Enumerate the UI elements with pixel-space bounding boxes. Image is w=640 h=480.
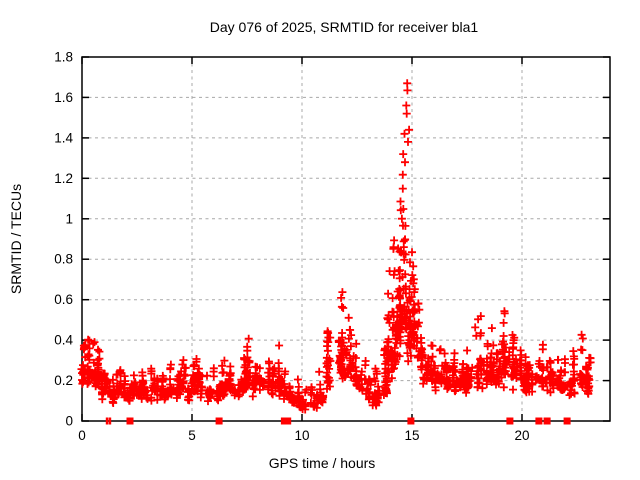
zero-value-markers (105, 417, 571, 425)
x-tick-labels: 0 5 10 15 20 (78, 428, 529, 443)
svg-text:1.4: 1.4 (54, 130, 73, 145)
svg-text:15: 15 (404, 428, 419, 443)
svg-text:1.6: 1.6 (54, 90, 73, 105)
plot-border (81, 56, 611, 422)
svg-text:1.2: 1.2 (54, 171, 73, 186)
svg-text:0.4: 0.4 (54, 333, 73, 348)
x-axis-title: GPS time / hours (268, 455, 376, 471)
y-tick-labels: 0 0.2 0.4 0.6 0.8 1 1.2 1.4 1.6 1.8 (54, 50, 73, 429)
svg-text:0: 0 (78, 428, 86, 443)
svg-text:10: 10 (294, 428, 309, 443)
svg-text:0: 0 (65, 414, 73, 429)
svg-text:0.8: 0.8 (54, 252, 73, 267)
svg-text:0.2: 0.2 (54, 373, 73, 388)
scatter-points (77, 79, 595, 414)
grid-lines (82, 57, 610, 421)
svg-text:1.8: 1.8 (54, 50, 73, 65)
chart-title: Day 076 of 2025, SRMTID for receiver bla… (209, 19, 479, 35)
svg-text:20: 20 (514, 428, 529, 443)
svg-text:1: 1 (65, 211, 73, 226)
svg-text:5: 5 (188, 428, 196, 443)
svg-text:0.6: 0.6 (54, 292, 73, 307)
